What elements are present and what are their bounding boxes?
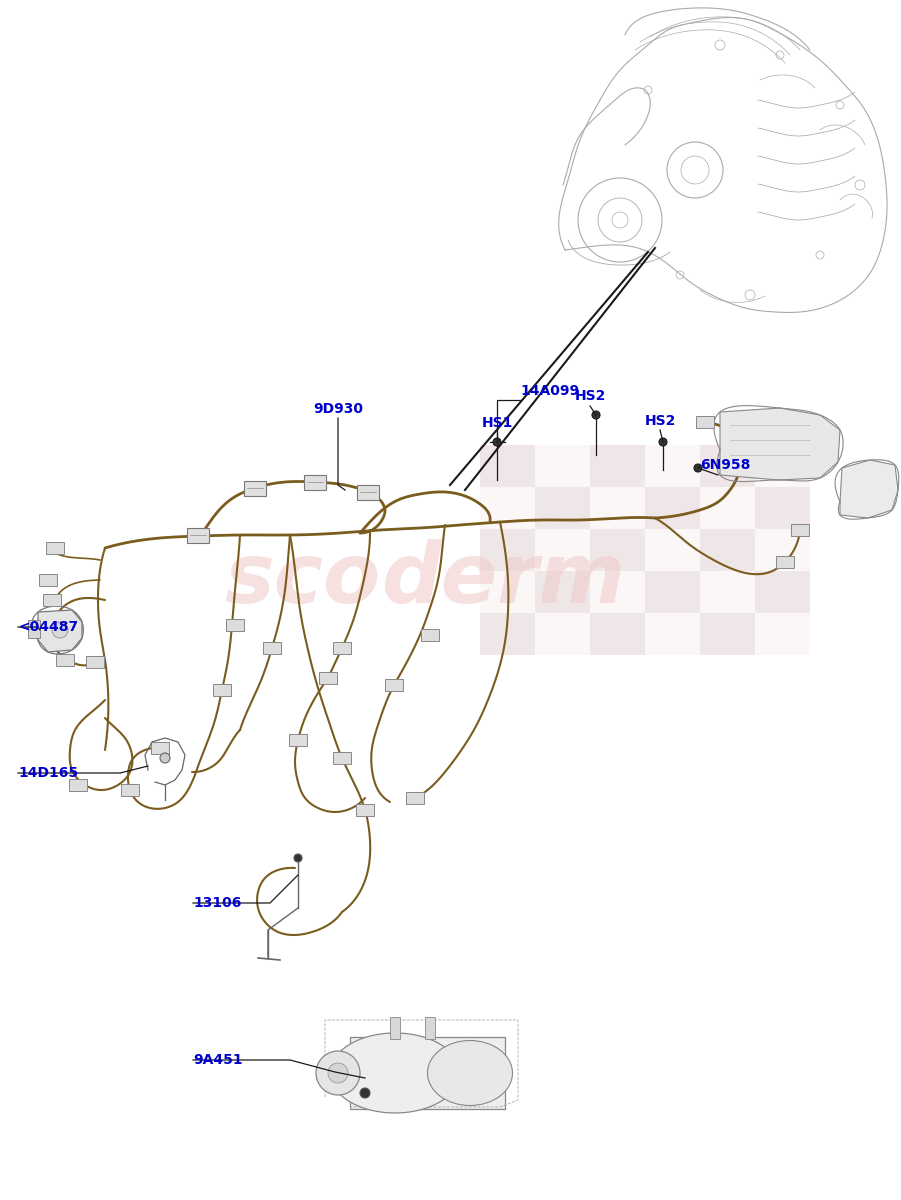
Bar — [645, 445, 700, 487]
Bar — [425, 1018, 435, 1039]
Ellipse shape — [427, 1040, 513, 1105]
Circle shape — [659, 438, 667, 446]
Ellipse shape — [330, 1033, 460, 1114]
Bar — [28, 620, 40, 638]
Text: HS1: HS1 — [481, 416, 513, 430]
Circle shape — [160, 754, 170, 763]
Bar — [289, 734, 307, 746]
Bar — [590, 487, 645, 529]
Bar — [700, 613, 755, 655]
Circle shape — [694, 464, 702, 472]
Bar — [480, 571, 535, 613]
Bar — [226, 619, 244, 631]
Bar — [535, 613, 590, 655]
Circle shape — [52, 622, 68, 638]
Bar — [319, 672, 337, 684]
Polygon shape — [840, 460, 898, 518]
Bar — [121, 784, 139, 796]
Bar — [39, 574, 57, 586]
Bar — [244, 480, 266, 496]
Bar — [645, 613, 700, 655]
Bar — [535, 529, 590, 571]
Bar — [535, 487, 590, 529]
Text: 14A099: 14A099 — [520, 384, 579, 398]
Bar — [645, 571, 700, 613]
Circle shape — [316, 1051, 360, 1094]
Bar — [755, 613, 810, 655]
Bar — [356, 804, 374, 816]
Bar — [776, 556, 794, 568]
Text: <04487: <04487 — [18, 620, 78, 634]
Text: 6N958: 6N958 — [700, 458, 751, 472]
Bar — [590, 529, 645, 571]
Text: 14D165: 14D165 — [18, 766, 78, 780]
Bar — [333, 752, 351, 764]
Text: 13106: 13106 — [193, 896, 241, 910]
Text: sco: sco — [223, 540, 380, 620]
Bar — [357, 485, 379, 499]
Bar — [590, 445, 645, 487]
Bar — [187, 528, 209, 542]
Bar — [700, 529, 755, 571]
Bar — [700, 571, 755, 613]
Bar — [755, 487, 810, 529]
Bar — [406, 792, 424, 804]
Bar — [700, 445, 755, 487]
Circle shape — [493, 438, 501, 446]
Circle shape — [294, 854, 302, 862]
Bar — [263, 642, 281, 654]
Bar — [755, 571, 810, 613]
Bar — [390, 1018, 400, 1039]
Text: HS2: HS2 — [574, 389, 605, 403]
Bar — [43, 594, 61, 606]
Bar — [385, 679, 403, 691]
Bar — [46, 542, 64, 554]
Bar — [535, 571, 590, 613]
Bar — [304, 474, 326, 490]
Bar — [69, 779, 87, 791]
Bar — [213, 684, 231, 696]
Bar — [755, 445, 810, 487]
Polygon shape — [720, 408, 840, 480]
Bar — [480, 529, 535, 571]
Circle shape — [592, 410, 600, 419]
Text: derm: derm — [382, 540, 626, 620]
Bar — [590, 571, 645, 613]
Bar — [480, 445, 535, 487]
Bar — [645, 529, 700, 571]
Bar — [86, 656, 104, 668]
Bar — [535, 445, 590, 487]
Bar — [350, 1037, 505, 1109]
Bar — [333, 642, 351, 654]
Bar — [56, 654, 74, 666]
Bar — [791, 524, 809, 536]
Bar — [151, 742, 169, 754]
Bar — [480, 487, 535, 529]
Bar — [700, 487, 755, 529]
Bar — [696, 416, 714, 428]
Bar — [755, 529, 810, 571]
Bar — [590, 613, 645, 655]
Circle shape — [328, 1063, 348, 1082]
Text: 9D930: 9D930 — [313, 402, 363, 416]
Polygon shape — [38, 610, 82, 652]
Bar — [480, 613, 535, 655]
Text: HS2: HS2 — [644, 414, 676, 428]
Bar — [421, 629, 439, 641]
Circle shape — [360, 1088, 370, 1098]
Text: 9A451: 9A451 — [193, 1054, 242, 1067]
Bar — [645, 487, 700, 529]
